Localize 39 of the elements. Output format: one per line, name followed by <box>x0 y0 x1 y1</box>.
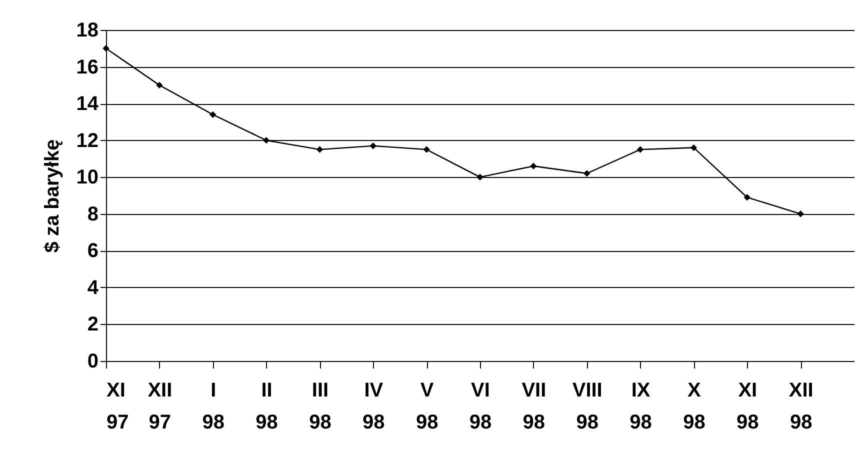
point <box>636 146 644 153</box>
point <box>102 45 110 52</box>
point <box>476 174 484 180</box>
point <box>370 142 376 150</box>
point <box>530 162 537 170</box>
y-tick-label: 12 <box>76 130 98 152</box>
x-tick-label: XII 97 <box>148 380 172 434</box>
x-tick-label: X 98 <box>683 380 706 434</box>
y-tick-label: 2 <box>87 314 98 336</box>
y-tick-label: 16 <box>76 56 98 78</box>
point <box>423 146 430 153</box>
point <box>797 210 804 218</box>
x-tick-label: V 98 <box>416 380 438 434</box>
x-tick-label: XI 98 <box>736 380 759 434</box>
point <box>584 170 590 177</box>
y-axis-title: $ za baryłkę <box>41 139 64 253</box>
y-tick-label: 18 <box>76 20 98 42</box>
x-tick-label: III 98 <box>309 380 332 434</box>
x-tick-label: VIII 98 <box>572 380 602 434</box>
point <box>262 136 270 144</box>
point <box>316 146 324 153</box>
x-tick-label: VI 98 <box>469 380 492 434</box>
x-tick-label: VII 98 <box>522 380 546 434</box>
point <box>156 82 163 89</box>
x-tick-label: IV 98 <box>362 380 385 434</box>
y-tick-label: 0 <box>87 350 98 372</box>
x-tick-label: XII 98 <box>788 380 814 434</box>
x-tick-label: XI 97 <box>106 380 129 434</box>
x-tick-label: IX 98 <box>630 380 652 434</box>
x-tick-label: I 98 <box>202 380 224 434</box>
y-tick-label: 10 <box>76 166 98 189</box>
point <box>210 111 216 118</box>
x-tick-label: II 98 <box>256 380 278 434</box>
y-tick-label: 8 <box>87 203 98 226</box>
y-tick-label: 14 <box>76 93 100 116</box>
y-tick-label: 6 <box>87 240 98 262</box>
y-tick-label: 4 <box>87 276 100 299</box>
point <box>690 144 698 152</box>
point <box>744 194 750 201</box>
